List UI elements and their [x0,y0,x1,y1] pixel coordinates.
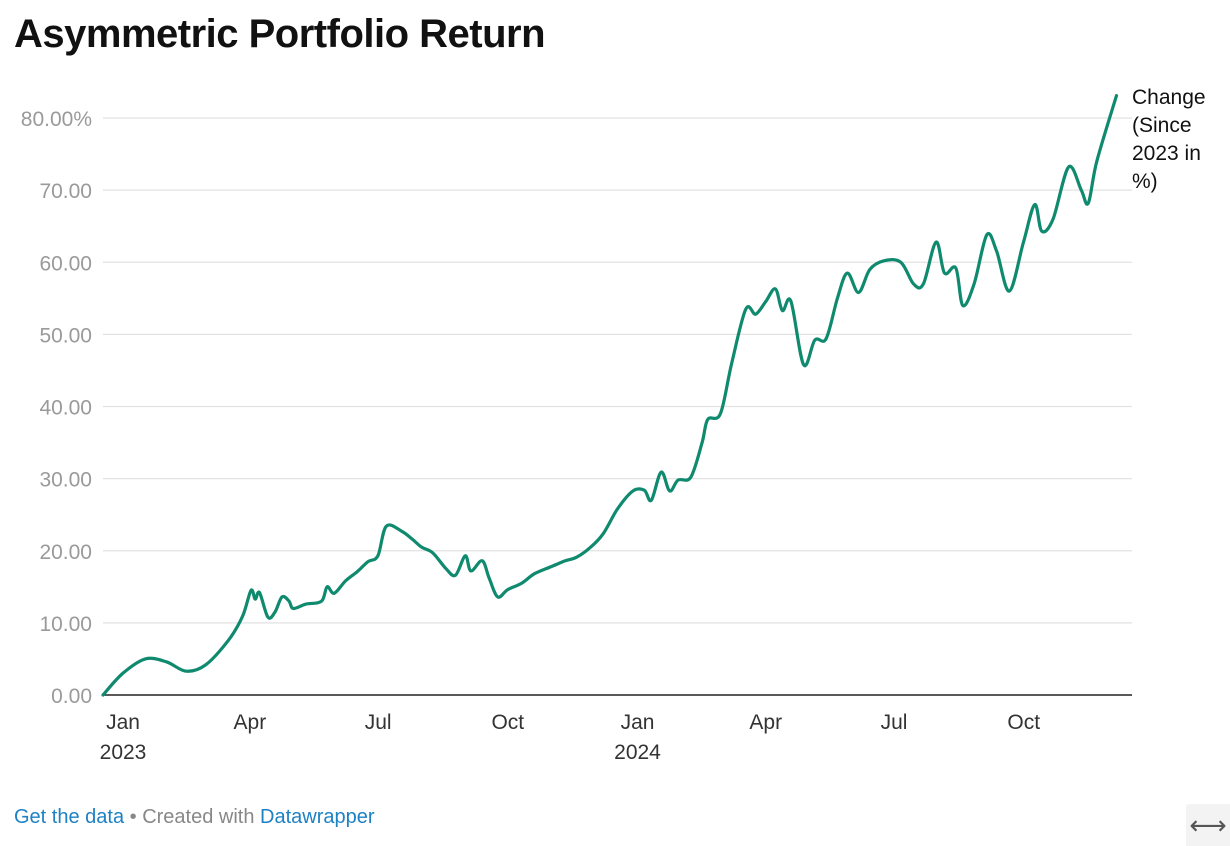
y-tick-label: 80.00% [21,108,92,131]
series-line-change [101,94,1119,697]
x-tick-label: Apr [234,711,267,734]
x-tick-label: Oct [1007,711,1040,734]
y-tick-label: 50.00 [39,324,92,347]
created-with-text: • Created with [124,806,261,828]
y-tick-label: 10.00 [39,613,92,636]
datawrapper-link[interactable]: Datawrapper [260,806,375,828]
y-tick-label: 40.00 [39,397,92,420]
y-tick-label: 0.00 [51,685,92,708]
x-tick-year-label: 2024 [614,741,661,764]
x-tick-label: Apr [749,711,782,734]
x-tick-label: Oct [491,711,524,734]
y-tick-label: 20.00 [39,541,92,564]
gridlines [103,117,1132,624]
get-the-data-link[interactable]: Get the data [14,806,125,828]
chart-title: Asymmetric Portfolio Return [14,12,546,56]
chart-footer: Get the data • Created with Datawrapper [14,806,375,829]
y-tick-label: 70.00 [39,180,92,203]
x-tick-year-label: 2023 [100,741,147,764]
expand-icon[interactable]: ⟷ [1186,804,1230,846]
x-tick-label: Jul [881,711,908,734]
line-chart: 0.00 10.00 20.00 30.00 40.00 50.00 60.00 70.00 8… [21,86,1206,764]
y-tick-label: 30.00 [39,469,92,492]
y-tick-label: 60.00 [39,252,92,275]
series-label-change: Change (Since 2023 in%) [1132,86,1206,193]
y-axis-ticks: 0.00 10.00 20.00 30.00 40.00 50.00 60.00 70.00 8… [21,108,92,708]
x-tick-label: Jan [106,711,140,734]
x-tick-label: Jul [365,711,392,734]
x-axis-ticks: Jan 2023 Apr Jul Oct Jan 2024 Apr Jul Oct [100,711,1041,764]
x-tick-label: Jan [621,711,655,734]
